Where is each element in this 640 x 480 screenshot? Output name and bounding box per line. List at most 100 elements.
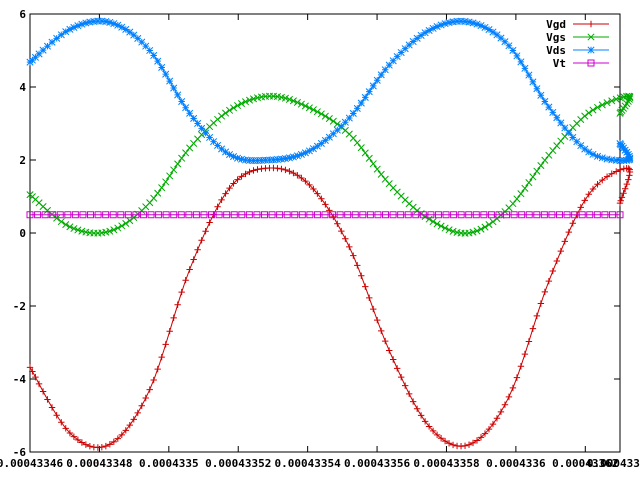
data-point bbox=[569, 133, 577, 142]
data-point bbox=[268, 211, 276, 219]
data-point bbox=[74, 22, 82, 30]
data-point bbox=[594, 181, 601, 188]
data-point bbox=[265, 156, 274, 164]
data-point bbox=[118, 431, 125, 439]
data-point bbox=[162, 341, 169, 348]
data-point bbox=[132, 211, 140, 219]
data-point bbox=[413, 405, 421, 412]
data-point bbox=[412, 211, 420, 219]
data-point bbox=[421, 418, 429, 425]
data-point bbox=[306, 181, 313, 189]
data-point bbox=[154, 365, 161, 373]
data-point bbox=[445, 226, 453, 234]
x-tick-label: 0.0004336 bbox=[486, 457, 546, 470]
data-point bbox=[333, 126, 341, 134]
data-point bbox=[537, 161, 545, 170]
data-point bbox=[285, 154, 293, 162]
data-point bbox=[110, 438, 118, 446]
data-point bbox=[182, 104, 190, 112]
data-point bbox=[249, 157, 258, 165]
data-point bbox=[253, 211, 261, 219]
data-point bbox=[571, 211, 579, 219]
data-point bbox=[425, 215, 433, 223]
data-point bbox=[53, 34, 61, 42]
data-point bbox=[377, 170, 385, 178]
legend-label: Vgs bbox=[546, 31, 566, 44]
data-point bbox=[321, 112, 329, 120]
data-point bbox=[598, 101, 606, 109]
data-point bbox=[413, 34, 421, 42]
data-point bbox=[238, 173, 245, 180]
data-point bbox=[577, 142, 585, 150]
data-point bbox=[608, 156, 616, 164]
data-point bbox=[310, 185, 317, 193]
data-point bbox=[78, 20, 86, 28]
data-point bbox=[122, 25, 130, 34]
data-point bbox=[329, 117, 337, 125]
data-point bbox=[182, 149, 190, 157]
data-point bbox=[489, 218, 497, 226]
data-point bbox=[563, 211, 571, 219]
data-point bbox=[62, 221, 70, 229]
data-point bbox=[513, 374, 521, 381]
data-point bbox=[373, 76, 381, 84]
data-point bbox=[477, 225, 485, 233]
data-point bbox=[269, 156, 278, 164]
data-point bbox=[261, 156, 270, 164]
data-point bbox=[513, 195, 521, 203]
data-point bbox=[102, 17, 110, 26]
data-point bbox=[509, 384, 517, 392]
data-point bbox=[150, 51, 158, 60]
data-point bbox=[142, 394, 149, 402]
data-point bbox=[118, 23, 126, 31]
data-point bbox=[625, 152, 633, 160]
data-point bbox=[218, 196, 225, 204]
data-point bbox=[170, 84, 178, 92]
data-point bbox=[177, 211, 185, 219]
data-point bbox=[66, 25, 74, 33]
data-point bbox=[253, 157, 262, 165]
data-point bbox=[549, 146, 557, 155]
y-tick-label: 0 bbox=[19, 227, 26, 240]
data-point bbox=[41, 211, 49, 219]
data-point bbox=[110, 20, 118, 28]
series-vgd bbox=[26, 164, 634, 451]
y-tick-label: -2 bbox=[13, 300, 26, 313]
data-point bbox=[501, 401, 509, 408]
data-point bbox=[613, 168, 620, 175]
data-point bbox=[616, 211, 624, 219]
data-point bbox=[66, 223, 74, 231]
data-point bbox=[222, 109, 230, 117]
data-point bbox=[79, 211, 87, 219]
data-point bbox=[285, 95, 293, 103]
data-point bbox=[70, 224, 78, 233]
data-point bbox=[200, 211, 208, 219]
data-point bbox=[449, 227, 457, 235]
data-point bbox=[90, 17, 98, 25]
data-point bbox=[53, 412, 60, 419]
data-point bbox=[174, 91, 182, 99]
data-point bbox=[178, 154, 186, 162]
data-point bbox=[293, 152, 301, 160]
data-point bbox=[351, 211, 359, 219]
data-point bbox=[393, 53, 401, 61]
data-point bbox=[260, 211, 268, 219]
data-point bbox=[49, 211, 57, 219]
data-point bbox=[359, 211, 367, 219]
data-point bbox=[616, 199, 624, 207]
data-point bbox=[625, 165, 632, 172]
data-point bbox=[94, 17, 102, 25]
data-point bbox=[114, 435, 122, 442]
data-point bbox=[126, 217, 134, 225]
series-vds bbox=[26, 17, 634, 165]
data-point bbox=[338, 227, 345, 235]
data-point bbox=[581, 112, 589, 120]
data-point bbox=[218, 112, 226, 120]
data-point bbox=[626, 154, 634, 162]
data-point bbox=[540, 211, 548, 219]
data-point bbox=[43, 42, 52, 50]
data-point bbox=[525, 179, 533, 187]
data-point bbox=[437, 21, 445, 29]
data-point bbox=[618, 194, 626, 201]
data-point bbox=[48, 404, 56, 411]
